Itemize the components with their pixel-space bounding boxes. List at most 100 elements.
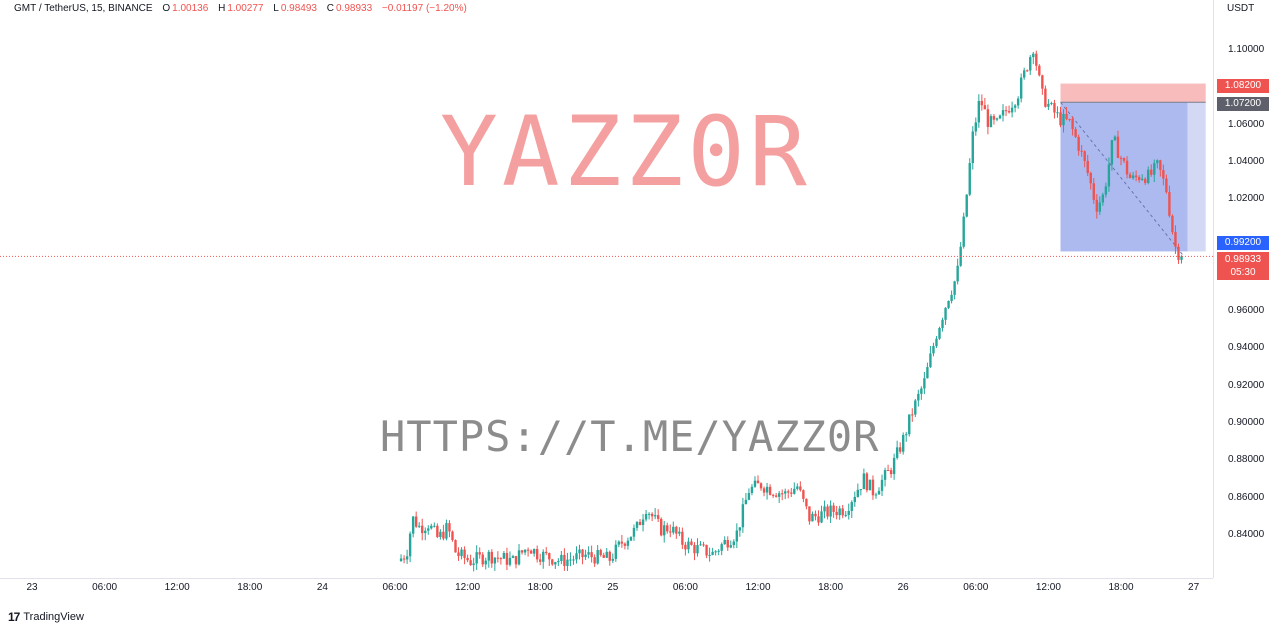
candle-body[interactable]	[1062, 113, 1065, 126]
candle-body[interactable]	[1101, 194, 1105, 203]
candle-body[interactable]	[1107, 164, 1111, 187]
candle-body[interactable]	[750, 486, 754, 493]
candle-body[interactable]	[1165, 178, 1168, 193]
candle-body[interactable]	[490, 551, 493, 564]
candle-body[interactable]	[793, 488, 796, 494]
candle-body[interactable]	[653, 515, 657, 517]
candle-body[interactable]	[1113, 136, 1117, 141]
candle-body[interactable]	[424, 530, 427, 534]
candle-body[interactable]	[720, 544, 723, 551]
candle-body[interactable]	[1059, 112, 1062, 126]
candle-body[interactable]	[466, 557, 469, 561]
candle-body[interactable]	[451, 531, 454, 541]
candle-body[interactable]	[1144, 178, 1147, 183]
candle-body[interactable]	[732, 541, 735, 546]
candle-body[interactable]	[986, 109, 990, 128]
candle-body[interactable]	[650, 513, 654, 517]
candle-body[interactable]	[1104, 186, 1108, 195]
candle-body[interactable]	[1032, 53, 1035, 58]
candle-body[interactable]	[947, 301, 950, 308]
candle-body[interactable]	[1047, 103, 1050, 107]
candle-body[interactable]	[560, 554, 563, 561]
candle-body[interactable]	[998, 115, 1002, 119]
target-zone-extension[interactable]	[1187, 102, 1206, 252]
candle-body[interactable]	[684, 544, 687, 550]
candle-body[interactable]	[971, 131, 974, 164]
candle-body[interactable]	[418, 525, 421, 527]
candle-body[interactable]	[508, 557, 512, 565]
candle-body[interactable]	[832, 505, 835, 512]
candle-body[interactable]	[614, 544, 618, 559]
candle-body[interactable]	[408, 533, 412, 557]
candle-body[interactable]	[865, 473, 869, 491]
candle-body[interactable]	[463, 549, 466, 558]
candle-body[interactable]	[844, 514, 847, 516]
candle-body[interactable]	[1016, 98, 1020, 106]
candle-body[interactable]	[908, 414, 911, 435]
candle-body[interactable]	[811, 513, 814, 522]
candle-body[interactable]	[1083, 151, 1086, 161]
candle-body[interactable]	[735, 530, 739, 542]
candle-body[interactable]	[992, 116, 996, 120]
candle-body[interactable]	[1029, 57, 1032, 71]
candle-body[interactable]	[514, 556, 518, 565]
candle-body[interactable]	[962, 216, 965, 247]
candle-body[interactable]	[666, 525, 669, 532]
candle-body[interactable]	[1026, 70, 1029, 72]
candle-body[interactable]	[632, 527, 636, 537]
candle-body[interactable]	[726, 539, 729, 548]
candle-body[interactable]	[460, 549, 463, 557]
candle-body[interactable]	[551, 559, 554, 565]
candle-body[interactable]	[545, 551, 548, 554]
candle-body[interactable]	[590, 552, 593, 558]
candle-body[interactable]	[802, 490, 805, 499]
candle-body[interactable]	[817, 516, 820, 523]
candle-body[interactable]	[587, 552, 590, 555]
candle-body[interactable]	[1147, 169, 1150, 183]
candle-body[interactable]	[678, 531, 681, 534]
candle-body[interactable]	[638, 521, 642, 526]
candle-body[interactable]	[1140, 178, 1144, 180]
candle-body[interactable]	[563, 554, 566, 566]
candle-body[interactable]	[1137, 177, 1141, 180]
candle-body[interactable]	[439, 531, 442, 537]
candle-body[interactable]	[829, 505, 832, 517]
candle-body[interactable]	[1150, 169, 1153, 175]
candle-body[interactable]	[520, 550, 524, 553]
candle-body[interactable]	[895, 447, 899, 458]
price-chart[interactable]	[0, 0, 1213, 578]
candle-body[interactable]	[799, 486, 802, 491]
candle-body[interactable]	[871, 479, 875, 496]
candle-body[interactable]	[669, 531, 672, 533]
candle-body[interactable]	[762, 488, 766, 493]
candle-body[interactable]	[433, 525, 436, 527]
candle-body[interactable]	[784, 491, 787, 494]
candle-body[interactable]	[850, 502, 853, 511]
candle-body[interactable]	[1180, 256, 1183, 260]
candle-body[interactable]	[977, 100, 981, 123]
candle-body[interactable]	[535, 549, 539, 560]
candle-body[interactable]	[777, 493, 781, 497]
candle-body[interactable]	[1044, 88, 1047, 107]
candle-body[interactable]	[399, 558, 403, 562]
candle-body[interactable]	[481, 554, 484, 565]
candle-body[interactable]	[1116, 136, 1120, 158]
candle-body[interactable]	[448, 523, 451, 532]
candle-body[interactable]	[1098, 202, 1102, 212]
candle-body[interactable]	[753, 480, 757, 487]
candle-body[interactable]	[484, 560, 487, 565]
candle-body[interactable]	[660, 518, 663, 536]
candle-body[interactable]	[629, 536, 633, 541]
candle-body[interactable]	[1023, 70, 1026, 78]
candle-body[interactable]	[1089, 173, 1092, 184]
candle-body[interactable]	[911, 414, 914, 416]
price-axis[interactable]	[1213, 0, 1280, 578]
candle-body[interactable]	[932, 346, 935, 354]
candle-body[interactable]	[557, 560, 560, 563]
candle-body[interactable]	[626, 540, 630, 546]
candle-body[interactable]	[756, 480, 760, 484]
candle-body[interactable]	[759, 483, 763, 489]
candle-body[interactable]	[883, 470, 887, 480]
candle-body[interactable]	[950, 294, 953, 302]
